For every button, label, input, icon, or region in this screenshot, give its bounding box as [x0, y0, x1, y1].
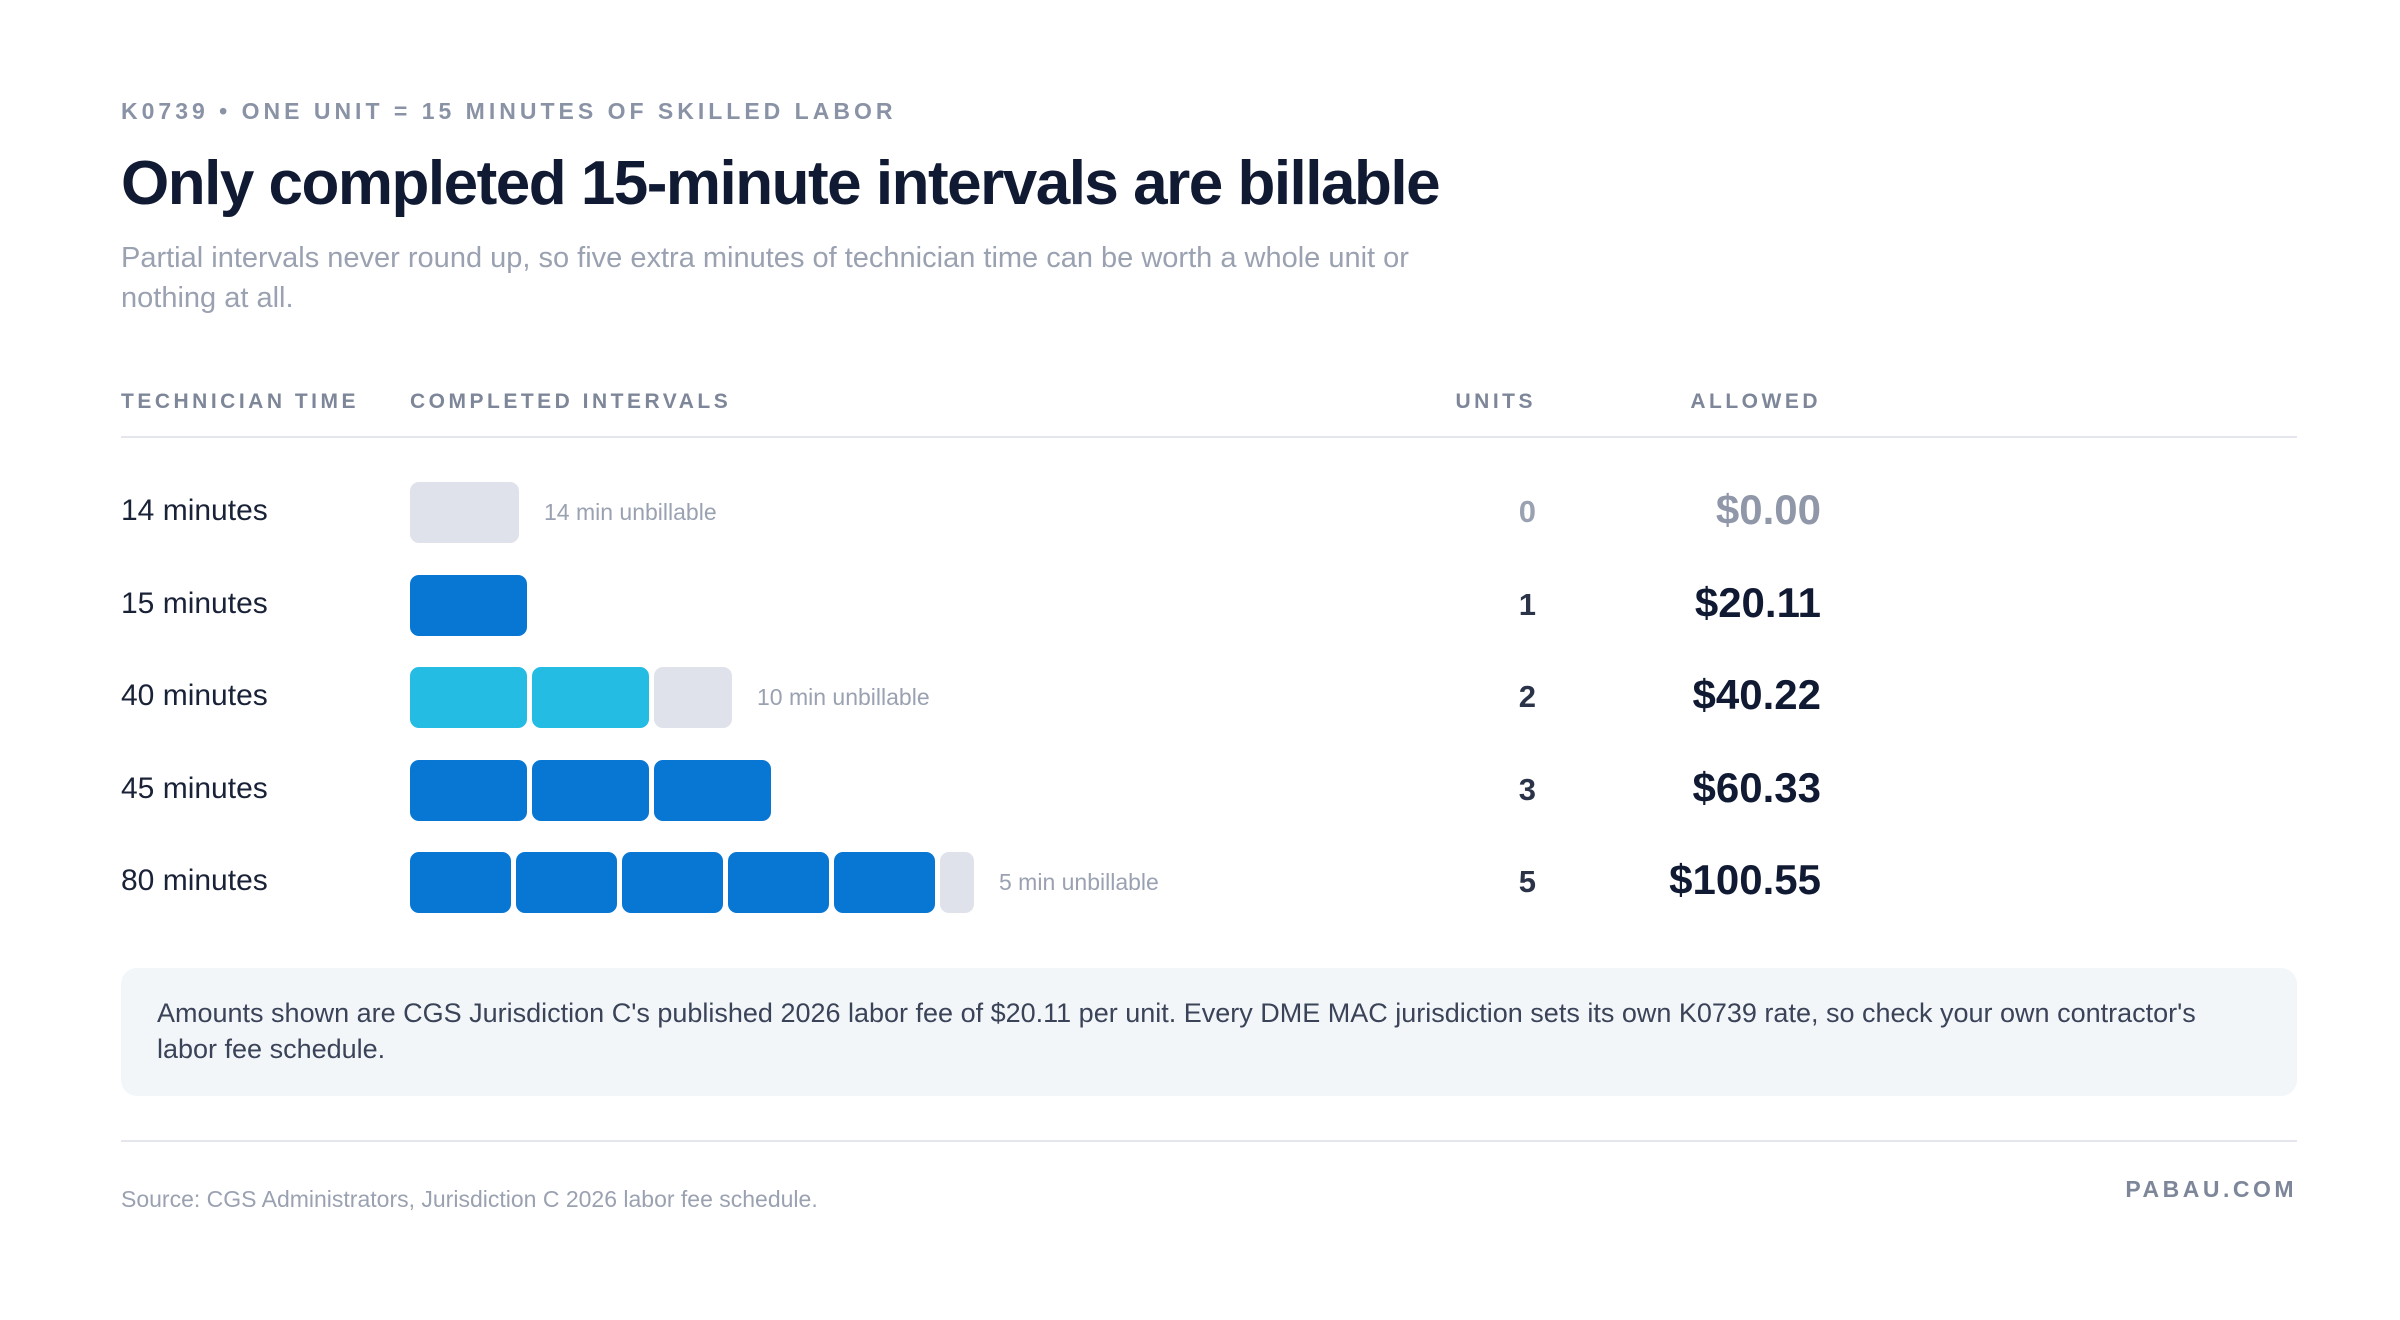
allowed-amount: $0.00	[1715, 486, 1821, 533]
table-row: 45 minutes 3 $60.33	[121, 759, 2297, 853]
interval-bar: 5 min unbillable	[410, 852, 1159, 913]
table-row: 14 minutes 14 min unbillable 0 $0.00	[121, 482, 2297, 575]
units-value: 5	[1518, 864, 1536, 899]
interval-bar	[410, 759, 776, 821]
column-header-time: TECHNICIAN TIME	[121, 390, 359, 413]
allowed-amount: $20.11	[1694, 578, 1821, 626]
source-note: Source: CGS Administrators, Jurisdiction…	[121, 1186, 818, 1212]
unbillable-remainder-block	[654, 667, 732, 728]
interval-bar: 10 min unbillable	[410, 667, 930, 728]
completed-interval-block	[728, 852, 829, 913]
allowed-amount: $60.33	[1692, 763, 1821, 811]
completed-interval-block	[622, 852, 723, 913]
completed-interval-block	[654, 759, 771, 821]
unbillable-label: 5 min unbillable	[999, 869, 1159, 895]
footer-divider	[121, 1140, 2297, 1142]
units-value: 2	[1518, 679, 1536, 714]
units-value: 3	[1518, 771, 1536, 807]
completed-interval-block	[410, 759, 527, 821]
unbillable-label: 10 min unbillable	[757, 684, 930, 710]
table-row: 40 minutes 10 min unbillable 2 $40.22	[121, 667, 2297, 760]
completed-interval-block	[410, 574, 527, 636]
interval-table: 14 minutes 14 min unbillable 0 $0.00 15 minu…	[121, 482, 2297, 945]
units-value: 0	[1518, 494, 1536, 529]
units-value: 1	[1518, 586, 1536, 622]
interval-bar: 14 min unbillable	[410, 482, 717, 543]
interval-bar	[410, 574, 532, 636]
completed-interval-block	[532, 759, 649, 821]
unbillable-label: 14 min unbillable	[544, 499, 717, 525]
page-title: Only completed 15-minute intervals are b…	[121, 149, 1441, 218]
table-row: 15 minutes 1 $20.11	[121, 574, 2297, 668]
technician-time: 14 minutes	[121, 494, 268, 527]
unbillable-remainder-block	[940, 852, 974, 913]
brand-wordmark: PABAU.COM	[2125, 1176, 2297, 1202]
table-row: 80 minutes 5 min unbillable 5 $100.55	[121, 852, 2297, 945]
unbillable-remainder-block	[410, 482, 519, 543]
technician-time: 80 minutes	[121, 864, 268, 897]
completed-interval-block	[410, 667, 527, 728]
allowed-amount: $100.55	[1669, 856, 1821, 903]
column-header-units: UNITS	[1455, 390, 1536, 413]
technician-time: 45 minutes	[121, 771, 268, 805]
technician-time: 40 minutes	[121, 679, 268, 712]
completed-interval-block	[532, 667, 649, 728]
allowed-amount: $40.22	[1692, 671, 1821, 718]
column-header-allowed: ALLOWED	[1690, 390, 1821, 413]
column-header-intervals: COMPLETED INTERVALS	[410, 390, 732, 413]
eyebrow: K0739 • ONE UNIT = 15 MINUTES OF SKILLED…	[121, 98, 897, 124]
chart-card: K0739 • ONE UNIT = 15 MINUTES OF SKILLED…	[121, 0, 2297, 1320]
completed-interval-block	[516, 852, 617, 913]
completed-interval-block	[834, 852, 935, 913]
technician-time: 15 minutes	[121, 586, 268, 620]
header-divider	[121, 436, 2297, 438]
footnote-box: Amounts shown are CGS Jurisdiction C's p…	[121, 968, 2297, 1096]
completed-interval-block	[410, 852, 511, 913]
subtitle: Partial intervals never round up, so fiv…	[121, 242, 1409, 314]
